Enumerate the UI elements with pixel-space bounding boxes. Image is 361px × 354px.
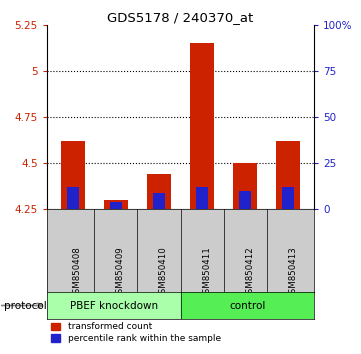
Text: protocol: protocol: [4, 301, 46, 310]
Bar: [110, 202, 122, 209]
Legend: transformed count, percentile rank within the sample: transformed count, percentile rank withi…: [52, 322, 221, 343]
Bar: [277, 141, 300, 209]
Bar: [239, 192, 251, 209]
Text: GSM850408: GSM850408: [73, 246, 82, 299]
Title: GDS5178 / 240370_at: GDS5178 / 240370_at: [107, 11, 254, 24]
Text: GSM850409: GSM850409: [116, 246, 125, 299]
Bar: [147, 174, 171, 209]
Bar: [47, 292, 180, 319]
Text: GSM850413: GSM850413: [288, 246, 297, 299]
Bar: [282, 187, 294, 209]
Text: GSM850412: GSM850412: [245, 246, 254, 299]
Text: control: control: [229, 301, 265, 310]
Text: GSM850411: GSM850411: [202, 246, 211, 299]
Bar: [104, 200, 128, 209]
Bar: [190, 43, 214, 209]
Text: GSM850410: GSM850410: [159, 246, 168, 299]
Bar: [61, 141, 84, 209]
Bar: [180, 292, 314, 319]
Bar: [233, 163, 257, 209]
Bar: [153, 193, 165, 209]
Bar: [196, 187, 208, 209]
Text: PBEF knockdown: PBEF knockdown: [70, 301, 158, 310]
Bar: [67, 187, 79, 209]
